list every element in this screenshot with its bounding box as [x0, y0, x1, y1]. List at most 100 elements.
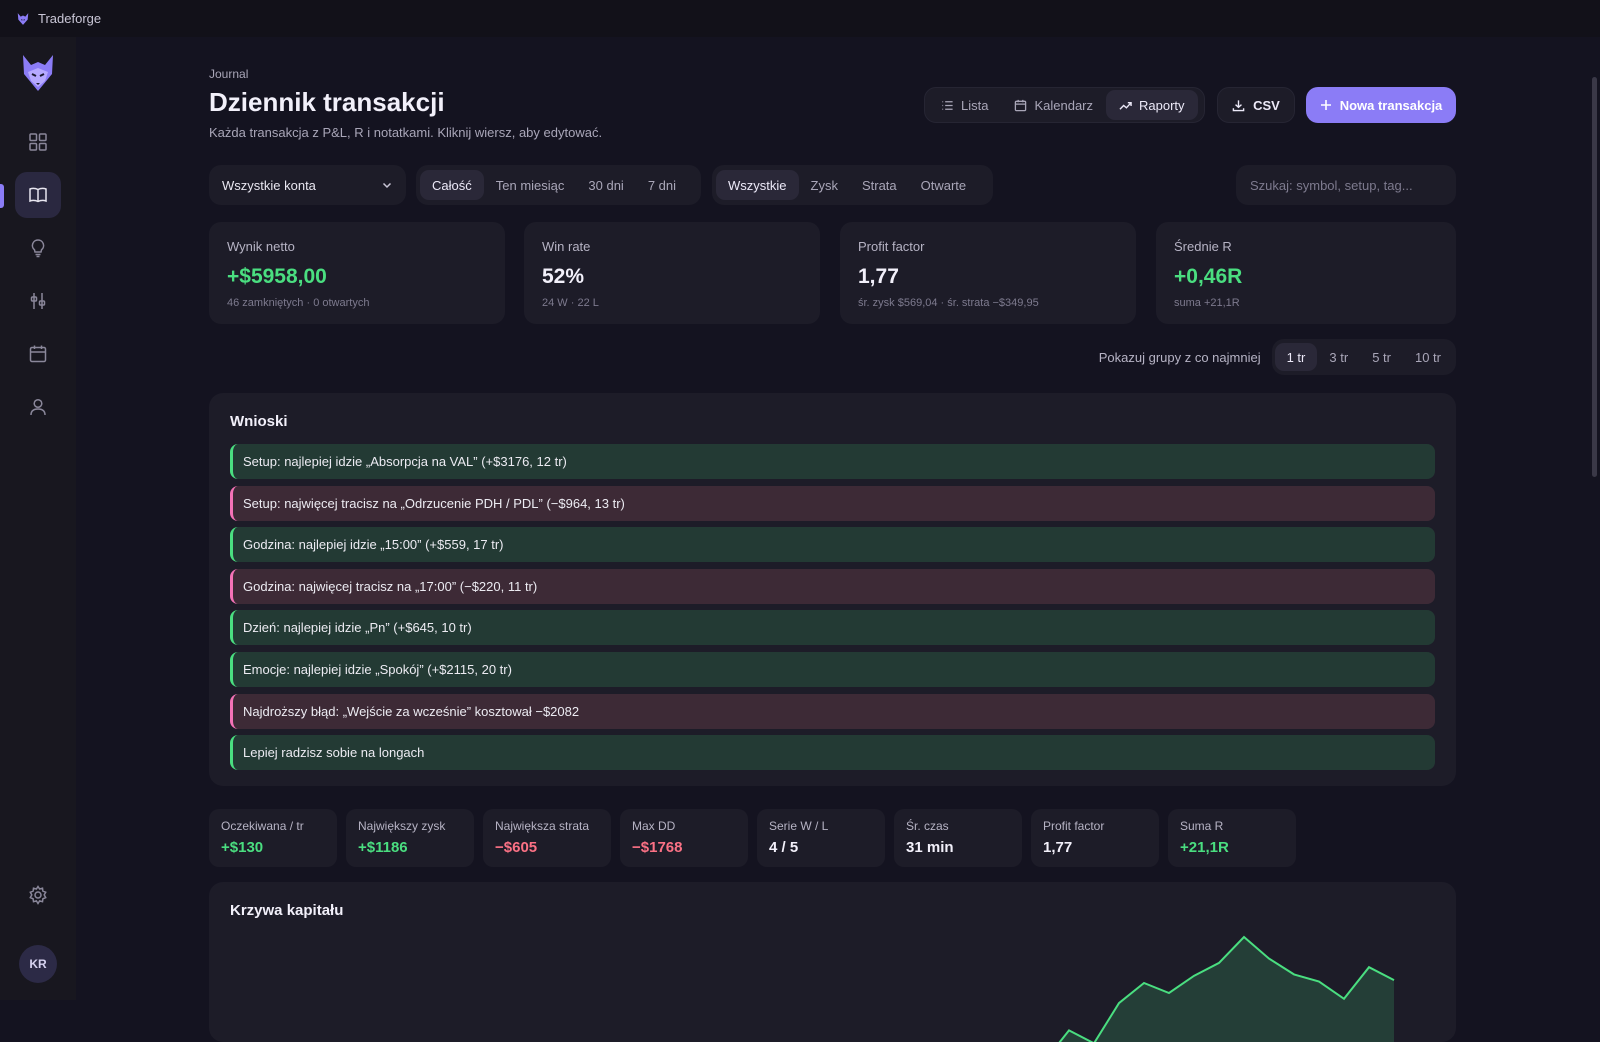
insight-item: Setup: najlepiej idzie „Absorpcja na VAL…	[230, 444, 1435, 479]
stat-card-profit-factor: Profit factor 1,77 śr. zysk $569,04 · śr…	[840, 222, 1136, 324]
page-subtitle: Każda transakcja z P&L, R i notatkami. K…	[209, 125, 603, 140]
mini-stat-max-dd: Max DD −$1768	[620, 809, 748, 867]
result-option-all[interactable]: Wszystkie	[716, 170, 799, 200]
stat-card-net-result: Wynik netto +$5958,00 46 zamkniętych · 0…	[209, 222, 505, 324]
mini-stat-label: Największy zysk	[358, 819, 446, 833]
export-csv-button[interactable]: CSV	[1217, 87, 1295, 123]
result-filter: Wszystkie Zysk Strata Otwarte	[712, 165, 993, 205]
new-transaction-label: Nowa transakcja	[1339, 97, 1443, 113]
sidebar: KR	[0, 37, 76, 1000]
nav-insights[interactable]	[15, 225, 61, 271]
stat-note: śr. zysk $569,04 · śr. strata −$349,95	[858, 297, 1039, 309]
wolf-logo-icon	[17, 12, 29, 25]
nav-tools[interactable]	[15, 278, 61, 324]
mini-stat-avg-time: Śr. czas 31 min	[894, 809, 1022, 867]
group-option-3[interactable]: 3 tr	[1329, 349, 1349, 365]
group-threshold-label: Pokazuj grupy z co najmniej	[1098, 349, 1261, 365]
app-title: Tradeforge	[38, 11, 102, 26]
plus-icon	[1320, 100, 1331, 110]
view-tab-list[interactable]: Lista	[928, 90, 1001, 120]
equity-area	[1059, 937, 1394, 1042]
mini-stat-expectancy: Oczekiwana / tr +$130	[209, 809, 337, 867]
result-option-profit[interactable]: Zysk	[810, 177, 838, 193]
insights-title: Wnioski	[230, 413, 288, 430]
nav-journal[interactable]	[15, 172, 61, 218]
result-option-loss[interactable]: Strata	[861, 177, 897, 193]
group-option-1[interactable]: 1 tr	[1274, 343, 1318, 371]
stat-note: 46 zamkniętych · 0 otwartych	[227, 297, 370, 309]
group-threshold-selector: 1 tr 3 tr 5 tr 10 tr	[1271, 339, 1456, 375]
mini-stat-label: Śr. czas	[906, 819, 949, 833]
mini-stat-label: Oczekiwana / tr	[221, 819, 304, 833]
list-icon	[942, 100, 953, 110]
mini-stat-value: +21,1R	[1180, 839, 1229, 856]
period-option-month[interactable]: Ten miesiąc	[495, 177, 565, 193]
group-threshold-row: Pokazuj grupy z co najmniej 1 tr 3 tr 5 …	[1076, 339, 1456, 375]
download-icon	[1232, 99, 1245, 111]
insight-item: Dzień: najlepiej idzie „Pn” (+$645, 10 t…	[230, 610, 1435, 646]
mini-stat-largest-loss: Największa strata −$605	[483, 809, 611, 867]
period-option-all[interactable]: Całość	[420, 170, 484, 200]
mini-stat-value: 31 min	[906, 839, 954, 856]
mini-stat-profit-factor: Profit factor 1,77	[1031, 809, 1159, 867]
stat-label: Wynik netto	[227, 239, 295, 254]
mini-stat-label: Serie W / L	[769, 819, 829, 833]
search-box	[1236, 165, 1456, 205]
stat-label: Średnie R	[1174, 239, 1232, 254]
wolf-logo-icon	[23, 55, 53, 91]
active-nav-indicator	[0, 184, 4, 208]
mini-stat-value: −$1768	[632, 839, 683, 856]
search-input[interactable]	[1250, 177, 1442, 193]
dashboard-grid-icon	[29, 133, 47, 151]
mini-stat-value: 1,77	[1043, 839, 1073, 856]
mini-stat-value: −$605	[495, 839, 538, 856]
gear-icon	[29, 885, 47, 905]
period-option-30d[interactable]: 30 dni	[588, 177, 624, 193]
mini-stat-label: Profit factor	[1043, 819, 1105, 833]
period-option-7d[interactable]: 7 dni	[647, 177, 677, 193]
insights-panel: Wnioski Setup: najlepiej idzie „Absorpcj…	[209, 393, 1456, 786]
mini-stat-streaks: Serie W / L 4 / 5	[757, 809, 885, 867]
mini-stat-value: +$130	[221, 839, 264, 856]
mini-stats-row: Oczekiwana / tr +$130 Największy zysk +$…	[209, 809, 1296, 867]
view-tab-calendar[interactable]: Kalendarz	[1001, 90, 1106, 120]
nav-dashboard[interactable]	[15, 119, 61, 165]
view-tab-label: Raporty	[1139, 97, 1185, 113]
stat-note: suma +21,1R	[1174, 297, 1240, 309]
equity-curve-panel: Krzywa kapitału	[209, 882, 1456, 1042]
avatar[interactable]: KR	[19, 945, 57, 983]
sliders-icon	[30, 293, 46, 309]
new-transaction-button[interactable]: Nowa transakcja	[1306, 87, 1456, 123]
mini-stat-largest-win: Największy zysk +$1186	[346, 809, 474, 867]
equity-curve-title: Krzywa kapitału	[230, 902, 344, 919]
main-content: Journal Dziennik transakcji Każda transa…	[76, 37, 1600, 1042]
view-tab-reports[interactable]: Raporty	[1106, 90, 1198, 120]
nav-settings[interactable]	[15, 872, 61, 918]
page-title: Dziennik transakcji	[209, 87, 445, 117]
group-option-10[interactable]: 10 tr	[1414, 349, 1441, 365]
account-select[interactable]: Wszystkie konta	[209, 165, 406, 205]
insight-item: Najdroższy błąd: „Wejście za wcześnie” k…	[230, 693, 1435, 729]
csv-label: CSV	[1253, 97, 1280, 113]
user-icon	[30, 398, 46, 416]
stat-card-win-rate: Win rate 52% 24 W · 22 L	[524, 222, 820, 324]
period-filter: Całość Ten miesiąc 30 dni 7 dni	[416, 165, 701, 205]
insight-item: Setup: najwięcej tracisz na „Odrzucenie …	[230, 485, 1435, 521]
insight-list: Setup: najlepiej idzie „Absorpcja na VAL…	[230, 444, 1435, 771]
calendar-icon	[29, 345, 47, 363]
nav-profile[interactable]	[15, 384, 61, 430]
stat-label: Win rate	[542, 239, 591, 254]
stat-value: 52%	[542, 265, 585, 288]
result-option-open[interactable]: Otwarte	[920, 177, 967, 193]
nav-calendar[interactable]	[15, 331, 61, 377]
journal-book-icon	[29, 187, 47, 203]
group-option-5[interactable]: 5 tr	[1372, 349, 1391, 365]
account-select-value: Wszystkie konta	[222, 177, 316, 193]
insight-item: Godzina: najwięcej tracisz na „17:00” (−…	[230, 568, 1435, 604]
stat-label: Profit factor	[858, 239, 925, 254]
trend-up-icon	[1119, 101, 1132, 110]
scrollbar-thumb[interactable]	[1592, 77, 1597, 477]
mini-stat-sum-r: Suma R +21,1R	[1168, 809, 1296, 867]
calendar-icon	[1015, 99, 1027, 111]
stat-note: 24 W · 22 L	[542, 297, 599, 309]
